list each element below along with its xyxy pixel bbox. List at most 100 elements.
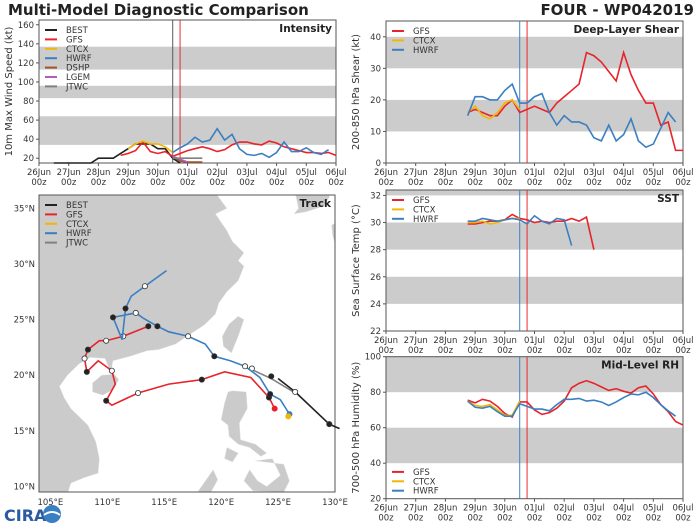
landmass-visayas: [243, 458, 290, 492]
x-tick-label: 03Jul: [583, 504, 604, 514]
track-marker-gfs: [103, 397, 110, 404]
legend-label: DSHP: [66, 64, 89, 74]
x-tick-label: 00z: [269, 178, 285, 188]
y-tick-label: 80: [370, 388, 381, 398]
landmass-palawan: [197, 469, 219, 492]
x-tick-label: 06Jul: [325, 168, 346, 178]
y-tick-label: 160: [18, 21, 34, 31]
landmass-korea: [293, 195, 330, 215]
track-marker-ctcx: [285, 413, 292, 420]
landmass-china-indochina: [39, 195, 245, 492]
legend-label: CTCX: [413, 36, 436, 46]
lon-tick-label: 115°E: [151, 498, 177, 508]
track-marker-gfs: [271, 405, 278, 412]
panel-intensity: 2040608010012014016026Jun00z27Jun00z28Ju…: [4, 19, 347, 188]
landmass-kyushu: [331, 223, 335, 245]
y-axis-label: 700-500 hPa Humidity (%): [351, 362, 362, 494]
x-tick-label: 00z: [646, 514, 662, 524]
globe-icon: [43, 505, 61, 523]
x-tick-label: 00z: [61, 178, 77, 188]
lon-tick-label: 110°E: [94, 498, 120, 508]
x-tick-label: 00z: [467, 514, 483, 524]
x-tick-label: 00z: [497, 178, 513, 188]
shaded-band: [39, 46, 336, 70]
cira-logo: CIRA: [4, 505, 61, 525]
x-tick-label: 30Jun: [146, 168, 170, 178]
lat-tick-label: 35°N: [14, 204, 35, 214]
x-tick-label: 28Jun: [433, 336, 457, 346]
y-tick-label: 32: [370, 191, 381, 201]
lon-tick-label: 120°E: [208, 498, 234, 508]
legend-label: GFS: [66, 210, 83, 220]
land-masses: [39, 195, 335, 492]
series-line-best: [53, 143, 181, 164]
x-tick-label: 00z: [239, 178, 255, 188]
x-tick-label: 00z: [467, 178, 483, 188]
track-marker-hwrf: [185, 333, 192, 340]
panel-sst: 22242628303226Jun00z27Jun00z28Jun00z29Ju…: [351, 189, 694, 356]
landmass-taiwan: [222, 315, 245, 354]
y-tick-label: 0: [376, 159, 381, 169]
x-tick-label: 00z: [497, 514, 513, 524]
legend-label: HWRF: [413, 215, 439, 225]
x-tick-label: 27Jun: [404, 168, 428, 178]
landmass-luzon: [220, 390, 268, 457]
x-tick-label: 26Jun: [374, 336, 398, 346]
track-marker-gfs: [198, 376, 205, 383]
shaded-band: [386, 427, 683, 464]
y-tick-label: 40: [23, 135, 34, 145]
x-tick-label: 06Jul: [672, 336, 693, 346]
x-tick-label: 00z: [497, 346, 513, 356]
series-line-ctcx: [127, 140, 174, 154]
x-tick-label: 00z: [616, 346, 632, 356]
y-tick-label: 28: [370, 246, 381, 256]
x-tick-label: 02Jul: [554, 168, 575, 178]
panel-title: Track: [300, 198, 332, 210]
panel-rh: 2040608010026Jun00z27Jun00z28Jun00z29Jun…: [351, 353, 694, 524]
track-marker-gfs: [81, 355, 88, 362]
x-tick-label: 00z: [299, 178, 315, 188]
track-marker-gfs: [103, 337, 110, 344]
x-tick-label: 03Jul: [236, 168, 257, 178]
legend-label: HWRF: [66, 229, 92, 239]
x-tick-label: 03Jul: [583, 336, 604, 346]
x-tick-label: 29Jun: [463, 504, 487, 514]
series-line-gfs: [467, 49, 683, 152]
y-tick-label: 140: [18, 40, 34, 50]
x-tick-label: 27Jun: [404, 504, 428, 514]
shaded-band: [386, 99, 683, 132]
x-tick-label: 00z: [438, 346, 454, 356]
track-line-jtwc: [251, 368, 296, 394]
lat-tick-label: 25°N: [14, 316, 35, 326]
cira-logo-text: CIRA: [4, 506, 47, 525]
x-tick-label: 05Jul: [643, 168, 664, 178]
y-axis-label: 10m Max Wind Speed (kt): [4, 26, 15, 156]
x-tick-label: 04Jul: [613, 336, 634, 346]
x-tick-label: 28Jun: [433, 168, 457, 178]
x-tick-label: 00z: [180, 178, 196, 188]
track-marker-gfs: [83, 368, 90, 375]
x-tick-label: 00z: [616, 514, 632, 524]
legend-label: HWRF: [66, 54, 92, 64]
y-tick-label: 20: [370, 495, 381, 505]
x-tick-label: 01Jul: [524, 168, 545, 178]
panel-title: SST: [657, 193, 680, 205]
y-tick-label: 24: [370, 300, 381, 310]
x-tick-label: 29Jun: [116, 168, 140, 178]
series-line-hwrf: [467, 391, 677, 417]
x-tick-label: 28Jun: [86, 168, 110, 178]
y-axis-label: 200-850 hPa Shear (kt): [351, 34, 362, 150]
x-tick-label: 26Jun: [374, 168, 398, 178]
x-tick-label: 29Jun: [463, 168, 487, 178]
shaded-band: [386, 276, 683, 304]
x-tick-label: 00z: [150, 178, 166, 188]
legend-label: CTCX: [413, 477, 436, 487]
x-tick-label: 00z: [527, 178, 543, 188]
lat-tick-label: 10°N: [14, 482, 35, 492]
legend-label: BEST: [66, 26, 89, 36]
y-tick-label: 10: [370, 127, 381, 137]
x-tick-label: 00z: [675, 346, 691, 356]
x-tick-label: 00z: [646, 346, 662, 356]
x-tick-label: 00z: [378, 346, 394, 356]
x-tick-label: 00z: [675, 178, 691, 188]
